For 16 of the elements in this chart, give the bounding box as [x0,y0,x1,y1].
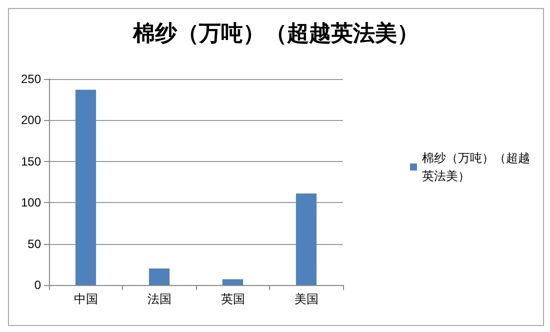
x-tick-label: 英国 [220,292,245,306]
y-tick-label: 250 [20,72,42,86]
bar [222,279,244,285]
y-tick-label: 0 [34,278,42,292]
x-tick-label: 中国 [74,292,98,306]
bar [148,268,170,285]
y-tick-label: 50 [28,236,42,251]
bar [75,90,96,285]
y-tick-label: 100 [20,196,42,210]
y-tick-label: 200 [20,113,42,128]
chart-title: 棉纱（万吨）（超越英法美） [132,20,419,46]
y-tick-label: 150 [20,154,42,168]
x-tick-label: 美国 [294,292,318,306]
bar [296,194,317,285]
x-tick-label: 法国 [147,292,172,306]
legend-label: 棉纱（万吨）（超越英法美） [422,151,530,183]
